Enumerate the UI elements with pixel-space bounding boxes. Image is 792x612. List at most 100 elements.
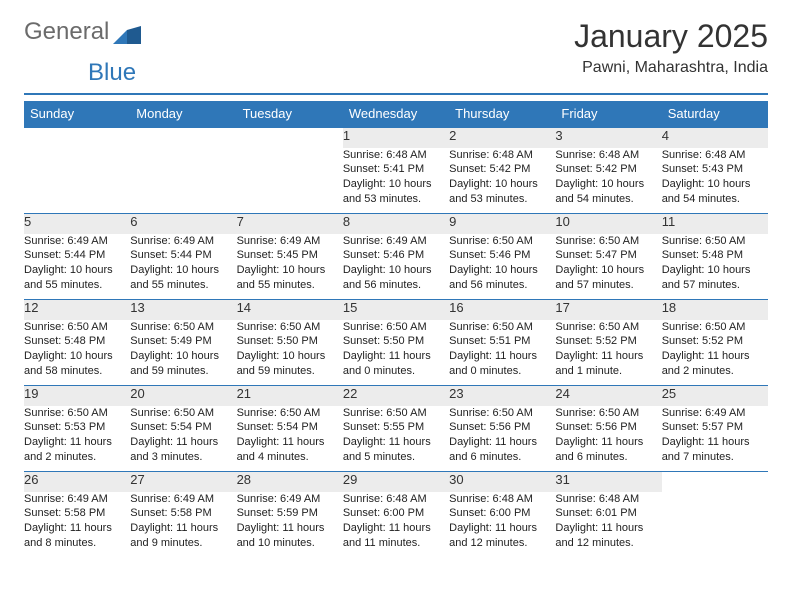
sunset-line: Sunset: 5:42 PM (449, 162, 555, 177)
sunset-line: Sunset: 5:54 PM (237, 420, 343, 435)
calendar-page: General January 2025 Pawni, Maharashtra,… (0, 0, 792, 612)
daylight-line: Daylight: 10 hours and 59 minutes. (237, 349, 343, 379)
day-info-row: Sunrise: 6:49 AMSunset: 5:44 PMDaylight:… (24, 234, 768, 300)
weekday-header: Monday (130, 101, 236, 128)
weekday-header-row: SundayMondayTuesdayWednesdayThursdayFrid… (24, 101, 768, 128)
day-number-cell: 27 (130, 472, 236, 492)
day-info-cell: Sunrise: 6:50 AMSunset: 5:54 PMDaylight:… (237, 406, 343, 472)
sunset-line: Sunset: 5:48 PM (24, 334, 130, 349)
sunrise-line: Sunrise: 6:50 AM (24, 406, 130, 421)
day-info-cell: Sunrise: 6:50 AMSunset: 5:51 PMDaylight:… (449, 320, 555, 386)
daylight-line: Daylight: 10 hours and 54 minutes. (555, 177, 661, 207)
day-number-cell: 31 (555, 472, 661, 492)
daylight-line: Daylight: 11 hours and 12 minutes. (555, 521, 661, 551)
day-number-cell (130, 128, 236, 148)
day-info-cell: Sunrise: 6:48 AMSunset: 6:01 PMDaylight:… (555, 492, 661, 558)
daylight-line: Daylight: 11 hours and 1 minute. (555, 349, 661, 379)
sunrise-line: Sunrise: 6:48 AM (555, 148, 661, 163)
daylight-line: Daylight: 11 hours and 8 minutes. (24, 521, 130, 551)
sunrise-line: Sunrise: 6:49 AM (237, 492, 343, 507)
daylight-line: Daylight: 10 hours and 55 minutes. (130, 263, 236, 293)
sunrise-line: Sunrise: 6:50 AM (555, 234, 661, 249)
day-info-cell: Sunrise: 6:48 AMSunset: 5:43 PMDaylight:… (662, 148, 768, 214)
sunset-line: Sunset: 5:47 PM (555, 248, 661, 263)
sunrise-line: Sunrise: 6:49 AM (130, 492, 236, 507)
sunset-line: Sunset: 5:59 PM (237, 506, 343, 521)
day-info-cell: Sunrise: 6:49 AMSunset: 5:45 PMDaylight:… (237, 234, 343, 300)
day-number-cell: 26 (24, 472, 130, 492)
daylight-line: Daylight: 10 hours and 54 minutes. (662, 177, 768, 207)
sunset-line: Sunset: 5:43 PM (662, 162, 768, 177)
sunrise-line: Sunrise: 6:50 AM (449, 320, 555, 335)
brand-part2: Blue (88, 59, 136, 87)
day-number-cell: 16 (449, 300, 555, 320)
sunset-line: Sunset: 5:42 PM (555, 162, 661, 177)
day-number-cell: 30 (449, 472, 555, 492)
day-number-cell: 4 (662, 128, 768, 148)
day-number-cell: 15 (343, 300, 449, 320)
day-number-cell: 12 (24, 300, 130, 320)
day-info-cell: Sunrise: 6:48 AMSunset: 5:41 PMDaylight:… (343, 148, 449, 214)
sunset-line: Sunset: 5:57 PM (662, 420, 768, 435)
daylight-line: Daylight: 11 hours and 7 minutes. (662, 435, 768, 465)
day-number-cell: 22 (343, 386, 449, 406)
weekday-header: Saturday (662, 101, 768, 128)
day-info-cell: Sunrise: 6:50 AMSunset: 5:53 PMDaylight:… (24, 406, 130, 472)
sunset-line: Sunset: 5:46 PM (449, 248, 555, 263)
sunset-line: Sunset: 5:51 PM (449, 334, 555, 349)
sunrise-line: Sunrise: 6:48 AM (555, 492, 661, 507)
daylight-line: Daylight: 11 hours and 2 minutes. (662, 349, 768, 379)
sunset-line: Sunset: 5:50 PM (343, 334, 449, 349)
day-info-cell: Sunrise: 6:50 AMSunset: 5:46 PMDaylight:… (449, 234, 555, 300)
sunset-line: Sunset: 5:58 PM (24, 506, 130, 521)
sunset-line: Sunset: 5:54 PM (130, 420, 236, 435)
daylight-line: Daylight: 10 hours and 53 minutes. (449, 177, 555, 207)
day-info-cell: Sunrise: 6:49 AMSunset: 5:44 PMDaylight:… (130, 234, 236, 300)
sunrise-line: Sunrise: 6:50 AM (662, 320, 768, 335)
day-info-cell: Sunrise: 6:50 AMSunset: 5:48 PMDaylight:… (24, 320, 130, 386)
day-info-cell: Sunrise: 6:50 AMSunset: 5:48 PMDaylight:… (662, 234, 768, 300)
day-info-cell: Sunrise: 6:48 AMSunset: 6:00 PMDaylight:… (343, 492, 449, 558)
day-info-cell: Sunrise: 6:48 AMSunset: 6:00 PMDaylight:… (449, 492, 555, 558)
daylight-line: Daylight: 10 hours and 56 minutes. (343, 263, 449, 293)
brand-part1: General (24, 18, 109, 46)
day-number-cell: 23 (449, 386, 555, 406)
daylight-line: Daylight: 10 hours and 55 minutes. (24, 263, 130, 293)
calendar-body: 1234Sunrise: 6:48 AMSunset: 5:41 PMDayli… (24, 128, 768, 558)
sunrise-line: Sunrise: 6:49 AM (662, 406, 768, 421)
day-info-cell: Sunrise: 6:49 AMSunset: 5:46 PMDaylight:… (343, 234, 449, 300)
sunset-line: Sunset: 5:58 PM (130, 506, 236, 521)
day-number-cell: 13 (130, 300, 236, 320)
day-info-cell: Sunrise: 6:49 AMSunset: 5:44 PMDaylight:… (24, 234, 130, 300)
daylight-line: Daylight: 11 hours and 4 minutes. (237, 435, 343, 465)
daylight-line: Daylight: 10 hours and 56 minutes. (449, 263, 555, 293)
day-number-cell: 25 (662, 386, 768, 406)
sunset-line: Sunset: 6:00 PM (449, 506, 555, 521)
sunset-line: Sunset: 5:48 PM (662, 248, 768, 263)
day-number-cell: 2 (449, 128, 555, 148)
day-info-cell: Sunrise: 6:49 AMSunset: 5:57 PMDaylight:… (662, 406, 768, 472)
sunset-line: Sunset: 5:49 PM (130, 334, 236, 349)
day-number-cell: 21 (237, 386, 343, 406)
day-info-cell: Sunrise: 6:50 AMSunset: 5:52 PMDaylight:… (555, 320, 661, 386)
day-number-cell: 17 (555, 300, 661, 320)
sunset-line: Sunset: 5:53 PM (24, 420, 130, 435)
sunrise-line: Sunrise: 6:50 AM (449, 406, 555, 421)
sunrise-line: Sunrise: 6:50 AM (449, 234, 555, 249)
sunrise-line: Sunrise: 6:49 AM (343, 234, 449, 249)
day-number-cell: 7 (237, 214, 343, 234)
sunrise-line: Sunrise: 6:49 AM (24, 234, 130, 249)
title-block: January 2025 Pawni, Maharashtra, India (574, 18, 768, 77)
calendar-table: SundayMondayTuesdayWednesdayThursdayFrid… (24, 101, 768, 558)
daylight-line: Daylight: 11 hours and 9 minutes. (130, 521, 236, 551)
sunset-line: Sunset: 5:52 PM (662, 334, 768, 349)
day-number-cell: 5 (24, 214, 130, 234)
sunrise-line: Sunrise: 6:50 AM (343, 320, 449, 335)
sunrise-line: Sunrise: 6:49 AM (24, 492, 130, 507)
daylight-line: Daylight: 11 hours and 6 minutes. (555, 435, 661, 465)
sunrise-line: Sunrise: 6:50 AM (237, 320, 343, 335)
sunrise-line: Sunrise: 6:50 AM (343, 406, 449, 421)
day-number-row: 262728293031 (24, 472, 768, 492)
day-info-row: Sunrise: 6:49 AMSunset: 5:58 PMDaylight:… (24, 492, 768, 558)
day-info-cell: Sunrise: 6:50 AMSunset: 5:55 PMDaylight:… (343, 406, 449, 472)
